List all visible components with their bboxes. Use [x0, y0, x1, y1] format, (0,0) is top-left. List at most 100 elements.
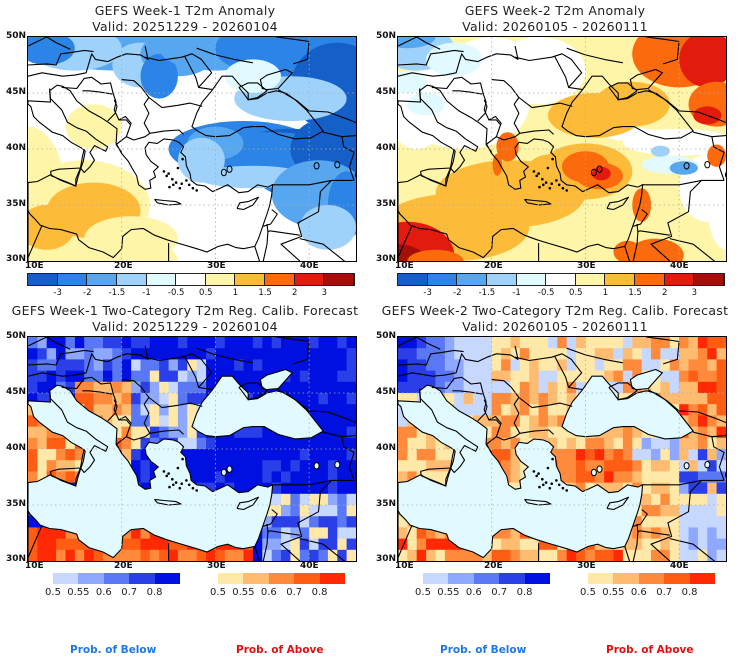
- grid-cell: [346, 359, 356, 372]
- grid-cell: [121, 393, 132, 405]
- border-line: [398, 349, 464, 366]
- border-line: [711, 436, 725, 481]
- grid-cell: [74, 393, 85, 405]
- grid-cell: [416, 359, 427, 372]
- grid-cell: [491, 393, 502, 405]
- grid-cell: [622, 381, 633, 394]
- grid-cell: [482, 393, 493, 405]
- border-line: [107, 99, 118, 122]
- grid-cell: [74, 460, 85, 472]
- grid-cell: [103, 415, 113, 428]
- grid-cell: [74, 370, 85, 383]
- grid-cell: [131, 549, 142, 561]
- grid-cell: [168, 426, 179, 439]
- grid-cell: [206, 482, 217, 495]
- sea-of-azov-coastline: [259, 68, 294, 91]
- grid-cell: [243, 437, 254, 450]
- grid-cell: [337, 460, 348, 472]
- grid-cell: [28, 415, 38, 428]
- grid-cell: [557, 426, 568, 439]
- grid-cell: [669, 359, 680, 372]
- lat-label-45n: 45N: [376, 387, 397, 397]
- grid-cell: [510, 348, 521, 360]
- lat-label-45n: 45N: [6, 87, 27, 97]
- grid-cell: [309, 482, 320, 495]
- grid-cell: [112, 404, 123, 416]
- grid-cell: [641, 538, 652, 551]
- borders-coastlines: [398, 37, 726, 261]
- panel-valid-dates: Valid: 20260105 - 20260111: [462, 319, 648, 334]
- grid-cell: [716, 505, 726, 517]
- grid-cell: [501, 337, 512, 349]
- grid-cell: [337, 505, 348, 517]
- island-mark: [191, 486, 195, 490]
- grid-cell: [281, 516, 291, 528]
- grid-cell: [121, 538, 132, 551]
- grid-cell: [318, 393, 329, 405]
- lon-label-40e: 40E: [300, 561, 319, 571]
- anomaly-contour-region: [627, 238, 684, 261]
- grid-cell: [416, 426, 427, 439]
- border-line: [641, 479, 725, 486]
- grid-cell: [290, 493, 301, 506]
- grid-cell: [501, 538, 512, 551]
- anomaly-contour-region: [299, 205, 356, 250]
- border-line: [184, 55, 200, 88]
- grid-cell: [510, 393, 521, 405]
- map-frame: [397, 336, 727, 562]
- grid-cell: [346, 393, 356, 405]
- grid-cell: [112, 381, 123, 394]
- grid-cell: [243, 348, 254, 360]
- border-line: [271, 479, 355, 486]
- grid-cell: [262, 337, 273, 349]
- grid-cell: [501, 426, 512, 439]
- grid-cell: [346, 370, 356, 383]
- grid-cell: [547, 370, 558, 383]
- grid-cell: [74, 549, 85, 561]
- grid-cell: [426, 549, 437, 561]
- lat-label-35n: 35N: [376, 499, 397, 509]
- grid-cell: [463, 370, 474, 383]
- lake-outline: [354, 471, 356, 478]
- grid-cell: [660, 437, 671, 450]
- grid-cell: [46, 337, 57, 349]
- grid-cell: [215, 471, 226, 484]
- grid-cell: [93, 549, 104, 561]
- grid-cell: [688, 381, 699, 394]
- border-line: [624, 246, 631, 261]
- grid-cell: [716, 404, 726, 416]
- grid-cell: [538, 538, 549, 551]
- border-line: [107, 399, 118, 422]
- grid-cell: [252, 460, 263, 472]
- grid-cell: [112, 393, 123, 405]
- colorbar-tick-label: 0.7: [491, 587, 508, 598]
- grid-cell: [613, 370, 624, 383]
- colorbar-swatch: [516, 274, 547, 285]
- grid-cell: [103, 404, 113, 416]
- island-mark: [181, 457, 184, 461]
- grid-cell: [473, 415, 483, 428]
- anomaly-contour-region: [679, 37, 726, 88]
- grid-cell: [46, 449, 57, 461]
- grid-cell: [473, 393, 483, 405]
- grid-cell: [262, 426, 273, 439]
- grid-cell: [473, 549, 483, 561]
- grid-cell: [252, 381, 263, 394]
- border-line: [144, 53, 213, 91]
- grid-cell: [613, 348, 624, 360]
- grid-cell: [318, 359, 329, 372]
- grid-cell: [651, 348, 661, 360]
- grid-cell: [632, 348, 643, 360]
- grid-cell: [149, 549, 160, 561]
- colorbar-tick-label: 0.8: [516, 587, 533, 598]
- grid-cell: [707, 370, 718, 383]
- grid-cell: [501, 370, 512, 383]
- island-mark: [172, 483, 175, 487]
- colorbar-tick-label: 2: [292, 288, 298, 298]
- grid-cell: [140, 393, 151, 405]
- lat-label-50n: 50N: [6, 331, 27, 341]
- grid-cell: [707, 493, 718, 506]
- grid-cell: [74, 381, 85, 394]
- colorbar-tick-label: 1.5: [628, 288, 642, 298]
- colorbar-tick-label: -1.5: [108, 288, 126, 298]
